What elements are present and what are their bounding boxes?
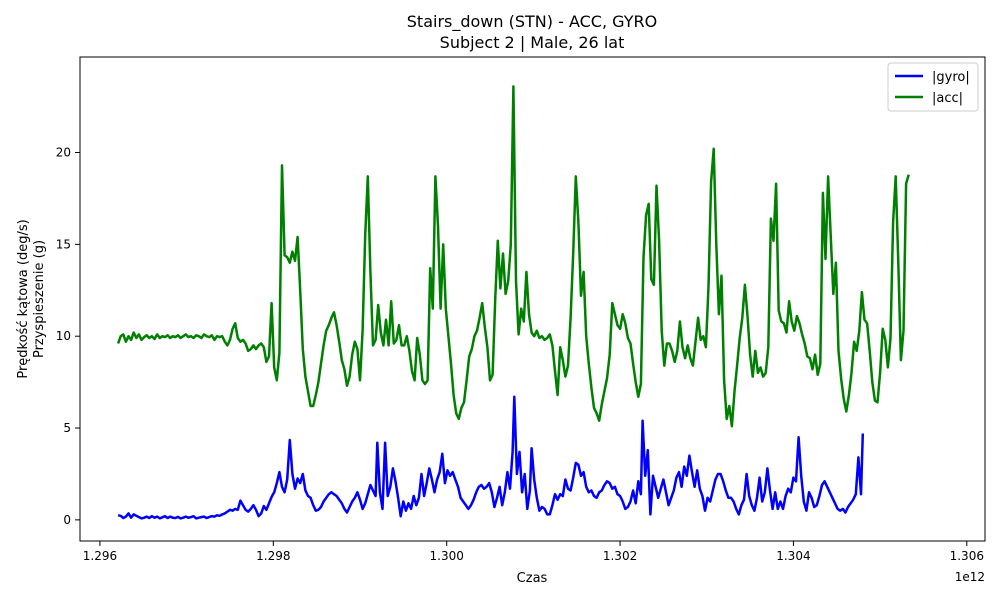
x-tick-label: 1.300 xyxy=(430,549,464,563)
series-line-gyro xyxy=(117,395,865,520)
legend: |gyro| |acc| xyxy=(887,62,979,112)
x-tick-label: 1.298 xyxy=(256,549,290,563)
x-axis-label: Czas xyxy=(517,571,548,586)
x-axis: 1.296 1.298 1.300 1.302 1.304 1.306 xyxy=(83,541,984,563)
x-tick-label: 1.304 xyxy=(776,549,810,563)
series-layer xyxy=(116,85,910,520)
y-tick-label: 15 xyxy=(56,237,71,251)
legend-label-gyro: |gyro| xyxy=(932,70,970,85)
x-tick-label: 1.302 xyxy=(603,549,637,563)
y-axis-label-line2: Przyspieszenie (g) xyxy=(32,240,47,358)
y-tick-label: 0 xyxy=(63,513,71,527)
legend-label-acc: |acc| xyxy=(932,91,963,106)
y-tick-label: 20 xyxy=(56,146,71,160)
y-axis-label-line1: Prędkość kątowa (deg/s) xyxy=(16,219,31,378)
x-axis-offset-text: 1e12 xyxy=(955,570,985,584)
y-tick-label: 5 xyxy=(63,421,71,435)
y-tick-label: 10 xyxy=(56,329,71,343)
series-line-acc xyxy=(116,85,910,428)
chart-subtitle: Subject 2 | Male, 26 lat xyxy=(440,33,625,52)
x-tick-label: 1.296 xyxy=(83,549,117,563)
chart-title: Stairs_down (STN) - ACC, GYRO xyxy=(407,12,657,32)
x-tick-label: 1.306 xyxy=(950,549,984,563)
plot-frame xyxy=(79,56,986,542)
y-axis: 0 5 10 15 20 xyxy=(56,146,80,527)
